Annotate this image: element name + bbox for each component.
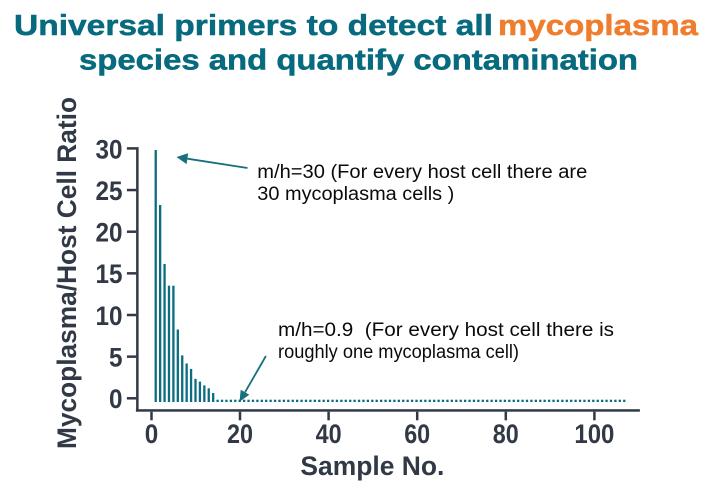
svg-text:40: 40	[316, 419, 342, 449]
svg-text:30 mycoplasma cells ): 30 mycoplasma cells )	[257, 184, 454, 205]
svg-text:Mycoplasma/Host Cell Ratio: Mycoplasma/Host Cell Ratio	[52, 97, 82, 449]
svg-text:20: 20	[227, 419, 253, 449]
svg-text:20: 20	[96, 218, 123, 248]
svg-text:25: 25	[96, 176, 123, 206]
svg-text:mycoplasma: mycoplasma	[498, 10, 699, 42]
svg-text:100: 100	[574, 419, 614, 449]
svg-text:0: 0	[145, 419, 159, 449]
svg-text:m/h=0.9 (For every host cell: m/h=0.9 (For every host cell there is	[278, 320, 614, 341]
svg-text:species and quantify contamina: species and quantify contamination	[79, 45, 638, 77]
svg-text:m/h=30 (For every host cell th: m/h=30 (For every host cell there are	[257, 162, 587, 183]
svg-text:60: 60	[404, 419, 430, 449]
svg-text:Universal primers to detect al: Universal primers to detect all	[14, 10, 493, 42]
svg-text:15: 15	[96, 259, 123, 289]
svg-text:80: 80	[493, 419, 519, 449]
svg-text:5: 5	[109, 343, 123, 373]
svg-text:10: 10	[96, 301, 123, 331]
svg-text:30: 30	[96, 134, 123, 164]
svg-text:Sample No.: Sample No.	[300, 451, 444, 481]
svg-text:roughly one mycoplasma cell): roughly one mycoplasma cell)	[278, 342, 519, 363]
svg-text:0: 0	[109, 384, 123, 414]
